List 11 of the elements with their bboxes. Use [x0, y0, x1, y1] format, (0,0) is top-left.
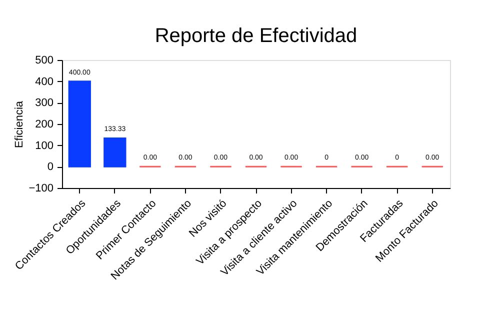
- y-tick-label: 500: [35, 54, 54, 66]
- y-tick-label: −100: [28, 182, 54, 194]
- y-tick-label: 300: [35, 97, 54, 110]
- bar: [68, 80, 91, 168]
- bar: [104, 137, 126, 168]
- chart-title: Reporte de Efectividad: [154, 25, 358, 47]
- y-tick-label: 100: [35, 140, 54, 152]
- y-tick-label: 0: [47, 161, 54, 174]
- y-tick-label: 400: [35, 76, 54, 88]
- y-tick-label: 200: [35, 118, 54, 130]
- y-axis-title: Eficiencia: [14, 100, 26, 148]
